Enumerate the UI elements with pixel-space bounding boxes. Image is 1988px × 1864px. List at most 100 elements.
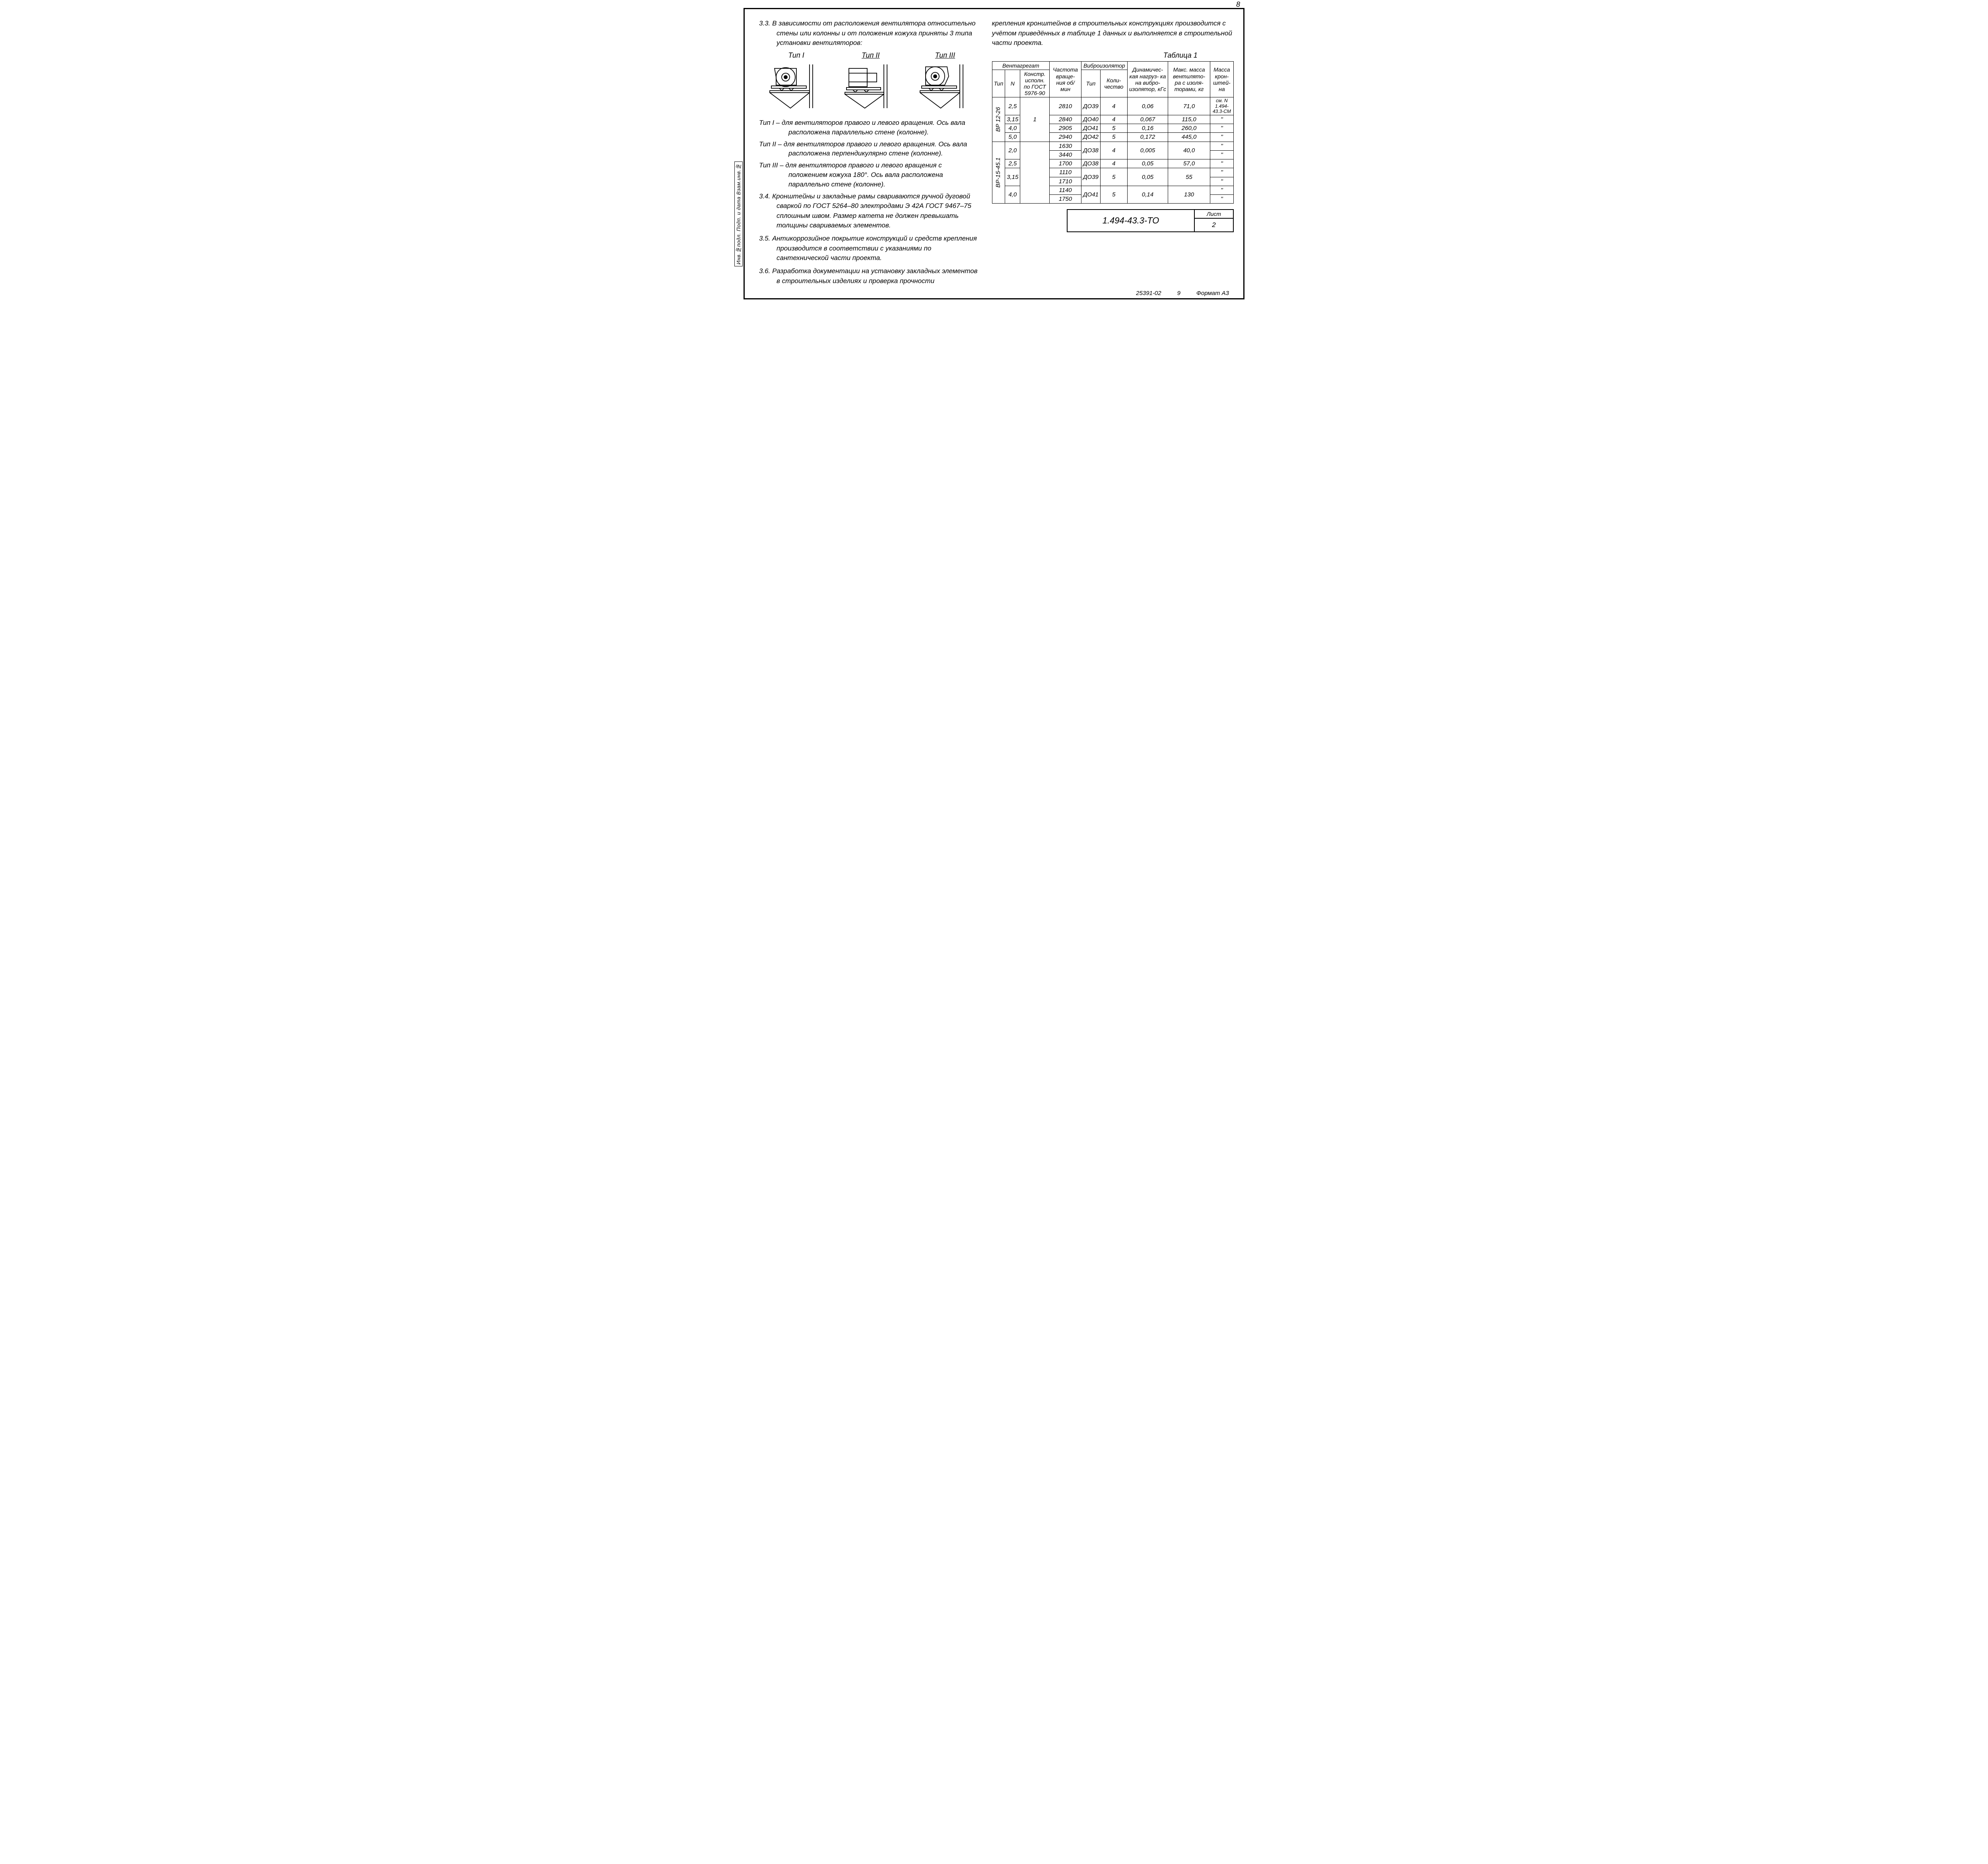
cell: 2,5 [1005,159,1020,168]
cell: 4 [1100,97,1127,115]
cell: ДО42 [1081,133,1100,142]
cell: 0,05 [1127,168,1168,186]
desc-type-2: Тип II – для вентиляторов правого и лево… [759,140,982,159]
table-row: ВР-15-45.1 2,0 1630 ДО38 4 0,005 40,0 '' [992,142,1233,150]
table-title: Таблица 1 [1127,51,1234,60]
footer-format: Формат А3 [1196,290,1229,297]
cell: 3,15 [1005,115,1020,124]
type-sketches-row: Тип I Тип II [759,51,982,111]
cell: 2905 [1050,124,1081,133]
cell: 0,067 [1127,115,1168,124]
cell: '' [1210,115,1233,124]
cell: 4,0 [1005,124,1020,133]
th-n: N [1005,70,1020,97]
cell: 4 [1100,115,1127,124]
cell: 4 [1100,159,1127,168]
cell: ДО38 [1081,159,1100,168]
th-max-mass: Макс. масса вентилято- ра с изоля- торам… [1168,61,1210,97]
cell: 1630 [1050,142,1081,150]
cell: ДО41 [1081,186,1100,204]
type-1-sketch [767,61,826,109]
cell: 4,0 [1005,186,1020,204]
drawing-page: 8 Инв.№подл. Подп. и дата Взам.инв.№ 3.3… [744,8,1244,299]
th-kron-mass: Масса крон- штей- на [1210,61,1233,97]
page-number: 8 [1236,0,1240,9]
cell: 55 [1168,168,1210,186]
th-chastota: Частота враще- ния об/мин [1050,61,1081,97]
cell-group2-type: ВР-15-45.1 [992,142,1005,204]
para-3-4: 3.4. Кронштейны и закладные рамы сварива… [759,192,982,231]
cell: 1750 [1050,195,1081,204]
two-column-layout: 3.3. В зависимости от расположения венти… [759,17,1234,289]
cell: 2,5 [1005,97,1020,115]
table-body: ВР 12-26 2,5 1 2810 ДО39 4 0,06 71,0 см.… [992,97,1233,204]
type-2-label: Тип II [841,51,901,60]
list-label: Лист [1194,210,1233,218]
cell: '' [1210,177,1233,186]
para-3-5: 3.5. Антикоррозийное покрытие конструкци… [759,234,982,263]
type-3-label: Тип III [915,51,975,60]
cell: ДО39 [1081,168,1100,186]
cell: 1710 [1050,177,1081,186]
side-revision-strip: Инв.№подл. Подп. и дата Взам.инв.№ [734,161,743,266]
cell: 1700 [1050,159,1081,168]
para-top-right: крепления кронштейнов в строительных кон… [992,19,1234,48]
cell: 71,0 [1168,97,1210,115]
footer-num: 9 [1177,290,1180,297]
th-vibro-qty: Коли- чество [1100,70,1127,97]
cell-group1-type: ВР 12-26 [992,97,1005,142]
cell: '' [1210,133,1233,142]
cell: 2840 [1050,115,1081,124]
cell: '' [1210,159,1233,168]
left-column: 3.3. В зависимости от расположения венти… [759,17,982,289]
cell: 130 [1168,186,1210,204]
th-vibro-group: Виброизолятор [1081,61,1127,70]
cell: '' [1210,124,1233,133]
cell: 5,0 [1005,133,1020,142]
cell: 2810 [1050,97,1081,115]
type-3-block: Тип III [915,51,975,111]
cell: 3440 [1050,150,1081,159]
cell: '' [1210,150,1233,159]
cell: 260,0 [1168,124,1210,133]
th-vibro-tip: Тип [1081,70,1100,97]
cell: 5 [1100,133,1127,142]
cell: ДО39 [1081,97,1100,115]
title-block: 1.494-43.3-ТО Лист 2 [1067,209,1234,232]
type-1-label: Тип I [767,51,826,60]
type-2-block: Тип II [841,51,901,111]
cell: 5 [1100,124,1127,133]
cell: 40,0 [1168,142,1210,159]
cell: 0,06 [1127,97,1168,115]
cell: см. N 1.494-43.3-СМ [1210,97,1233,115]
cell-konstr-2 [1020,142,1050,204]
para-3-3: 3.3. В зависимости от расположения венти… [759,19,982,48]
th-tip: Тип [992,70,1005,97]
th-konstr: Констр. исполн. по ГОСТ 5976-90 [1020,70,1050,97]
cell: 115,0 [1168,115,1210,124]
cell: 0,16 [1127,124,1168,133]
cell: 3,15 [1005,168,1020,186]
cell: 1140 [1050,186,1081,194]
cell: 4 [1100,142,1127,159]
cell-konstr: 1 [1020,97,1050,142]
cell: 0,14 [1127,186,1168,204]
cell: '' [1210,195,1233,204]
cell: ДО38 [1081,142,1100,159]
type-3-sketch [915,61,975,109]
cell: 0,005 [1127,142,1168,159]
right-column: крепления кронштейнов в строительных кон… [992,17,1234,289]
desc-type-1: Тип I – для вентиляторов правого и левог… [759,118,982,137]
list-number: 2 [1194,218,1233,232]
type-2-sketch [841,61,901,109]
cell: 0,05 [1127,159,1168,168]
cell: 5 [1100,186,1127,204]
cell: ДО40 [1081,115,1100,124]
th-load: Динамичес- кая нагруз- ка на вибро- изол… [1127,61,1168,97]
cell: 2940 [1050,133,1081,142]
cell: '' [1210,168,1233,177]
type-1-block: Тип I [767,51,826,111]
cell: '' [1210,186,1233,194]
table-head: Вентагрегат Частота враще- ния об/мин Ви… [992,61,1233,97]
para-3-6: 3.6. Разработка документации на установк… [759,266,982,286]
